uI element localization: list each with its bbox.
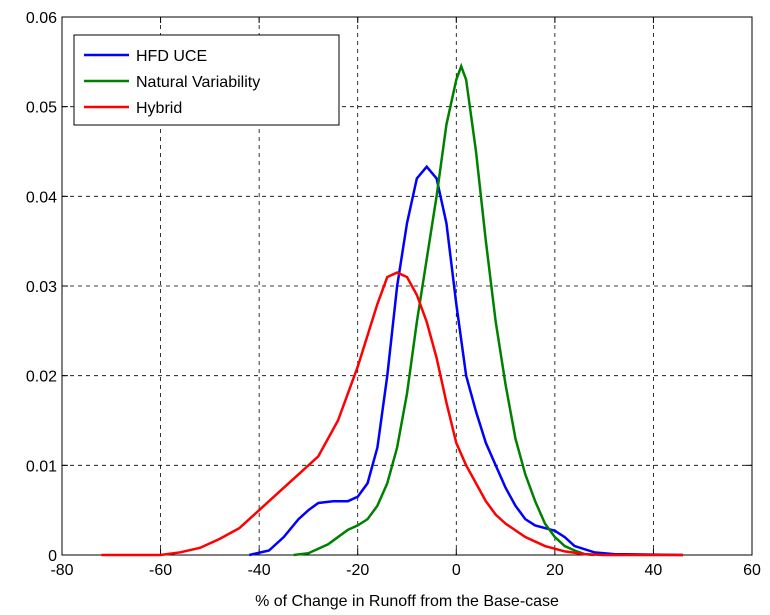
y-tick-label: 0.03	[26, 279, 57, 296]
x-tick-label: -60	[149, 562, 172, 579]
x-tick-label: -40	[248, 562, 271, 579]
legend-label: Hybrid	[136, 100, 182, 117]
y-tick-label: 0	[48, 548, 57, 565]
y-tick-label: 0.05	[26, 100, 57, 117]
series-line	[101, 271, 683, 557]
x-axis-label: % of Change in Runoff from the Base-case	[255, 593, 559, 610]
x-tick-label: 40	[645, 562, 663, 579]
y-tick-label: 0.01	[26, 458, 57, 475]
x-tick-label: 20	[546, 562, 564, 579]
legend-label: Natural Variability	[136, 74, 260, 91]
legend-label: HFD UCE	[136, 48, 207, 65]
plot-frame	[61, 16, 753, 556]
y-tick-label: 0.04	[26, 189, 57, 206]
x-tick-label: 60	[743, 562, 761, 579]
x-tick-label: -80	[50, 562, 73, 579]
series-line	[293, 62, 595, 557]
x-tick-label: 0	[452, 562, 461, 579]
x-tick-label: -20	[346, 562, 369, 579]
y-tick-label: 0.06	[26, 10, 57, 27]
y-tick-label: 0.02	[26, 369, 57, 386]
